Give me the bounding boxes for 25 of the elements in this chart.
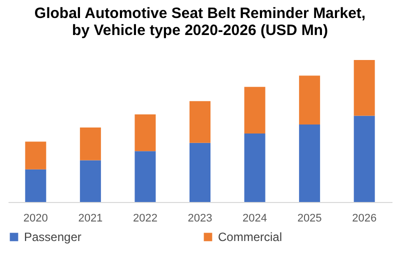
bar [354,116,375,202]
bar [354,60,375,116]
x-tick-label: 2022 [132,212,158,224]
bar [190,101,210,143]
bar [299,76,320,124]
text: by Vehicle type 2020-2026 (USD Mn) [72,22,328,39]
x-tick-label: 2020 [23,212,48,224]
bar [25,142,46,170]
bar [244,86,266,134]
bar [134,151,156,202]
x-tick-label: 2025 [297,212,322,224]
x-tick-label: 2023 [188,212,212,224]
legend-label: Passenger [24,230,82,244]
x-tick-label: 2026 [352,212,377,224]
text: Global Automotive Seat Belt Reminder Market, [34,5,366,22]
bar [80,160,101,202]
bar [80,127,101,160]
bar [134,114,156,152]
legend-label: Commercial [218,230,282,244]
x-tick-label: 2024 [242,212,268,224]
bar [244,134,266,202]
bar [299,124,320,202]
bar [25,169,46,202]
x-tick-label: 2021 [78,212,103,224]
bar [190,142,210,202]
